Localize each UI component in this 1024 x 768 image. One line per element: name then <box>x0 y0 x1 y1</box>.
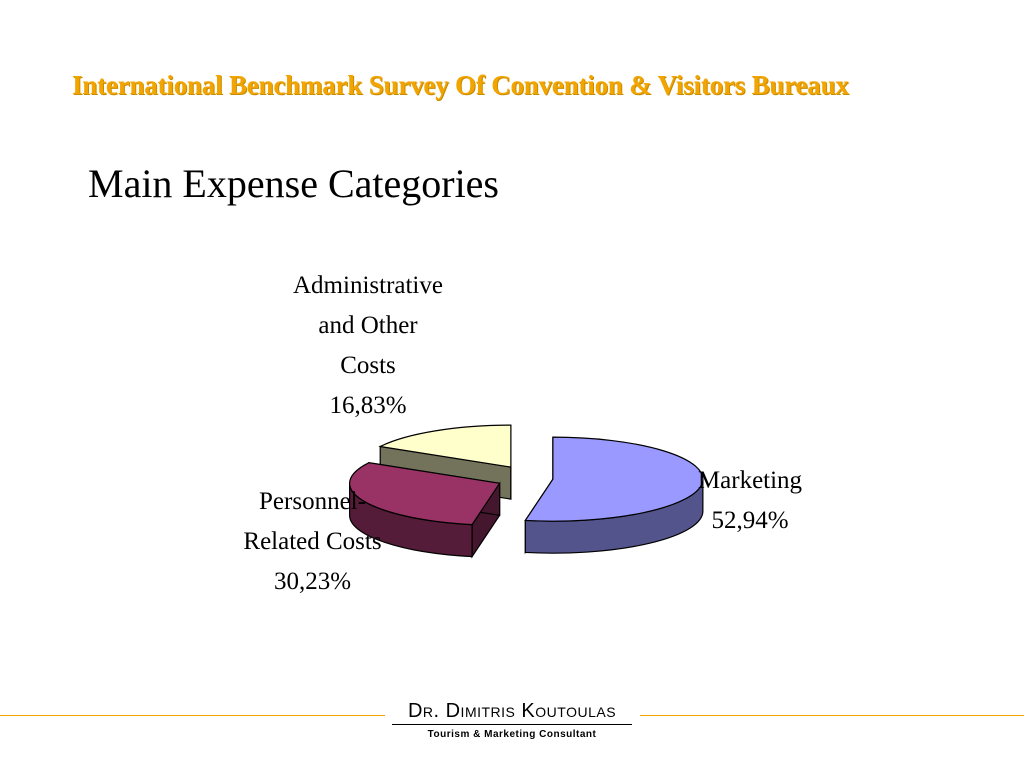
slide-title: Main Expense Categories <box>88 161 499 206</box>
pie-slices <box>349 424 704 559</box>
slice-label-marketing: Marketing 52,94% <box>675 461 825 541</box>
pie-slice <box>349 461 501 559</box>
slice-label-line: Costs <box>340 352 396 379</box>
slice-label-value: 52,94% <box>711 507 789 534</box>
slice-label-line: Personnel- <box>259 488 366 515</box>
pie-slice-top <box>524 436 704 522</box>
pie-slice-top <box>349 462 501 526</box>
slice-label-line: and Other <box>318 312 418 339</box>
footer-divider-left <box>0 715 385 716</box>
footer-logo-subtitle: Tourism & Marketing Consultant <box>427 729 597 740</box>
slice-label-personnel: Personnel- Related Costs 30,23% <box>210 482 415 602</box>
header-title: International Benchmark Survey Of Conven… <box>72 70 849 100</box>
slice-label-value: 16,83% <box>329 392 407 419</box>
slice-label-line: Related Costs <box>243 528 382 555</box>
footer-logo-name: Dr. Dimitris Koutoulas <box>407 700 617 722</box>
footer-divider-right <box>640 715 1024 716</box>
slice-label-line: Administrative <box>293 272 443 299</box>
footer-logo-rule <box>392 724 632 725</box>
slice-label-administrative: Administrative and Other Costs 16,83% <box>268 266 468 426</box>
pie-slice <box>524 436 704 555</box>
slice-label-value: 30,23% <box>273 568 352 595</box>
pie-slice-top <box>378 424 512 468</box>
slice-label-line: Marketing <box>697 467 803 494</box>
